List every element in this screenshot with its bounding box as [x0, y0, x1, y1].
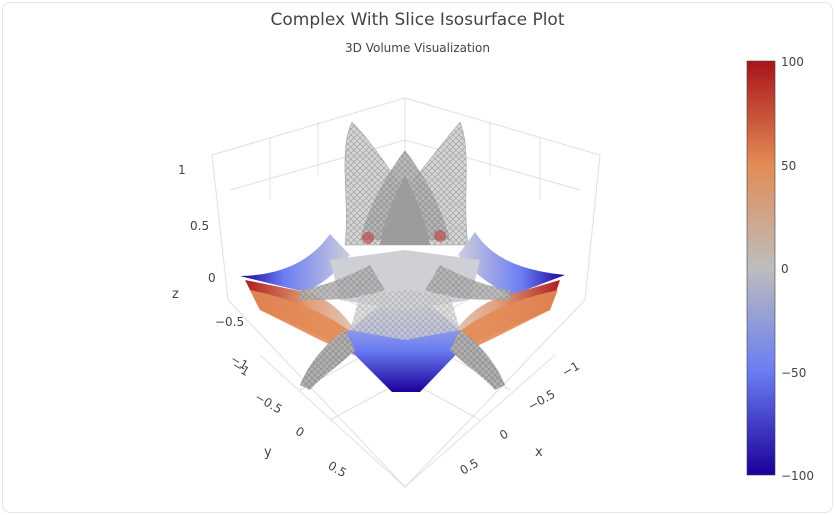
- x-tick: −0.5: [525, 387, 557, 414]
- colorbar: 100 50 0 −50 −100: [746, 55, 814, 483]
- x-tick: −1: [560, 359, 582, 380]
- z-axis-ticks: 1 0.5 0 −0.5 −1: [178, 163, 251, 373]
- x-tick: 0.5: [457, 456, 481, 478]
- y-tick: −0.5: [252, 390, 284, 417]
- colorbar-tick: −50: [781, 366, 806, 380]
- colorbar-tick: −100: [781, 469, 814, 483]
- colorbar-gradient: [746, 60, 776, 476]
- colorbar-tick: 50: [781, 159, 796, 173]
- x-axis-label: x: [535, 445, 543, 460]
- z-axis-label: z: [172, 287, 179, 302]
- chart-title: Complex With Slice Isosurface Plot: [270, 10, 565, 30]
- colorbar-tick: 0: [781, 262, 789, 276]
- z-tick: 1: [178, 163, 186, 177]
- z-tick: −0.5: [215, 315, 244, 329]
- y-tick: 0.5: [325, 458, 349, 480]
- z-tick: 0: [208, 271, 216, 285]
- y-tick: 0: [293, 424, 307, 440]
- colorbar-tick: 100: [781, 55, 804, 69]
- isosurface-front: [300, 265, 510, 390]
- isosurface-back: [344, 121, 469, 246]
- chart-subtitle: 3D Volume Visualization: [345, 41, 490, 55]
- x-tick: 0: [497, 427, 511, 443]
- z-tick: 0.5: [190, 219, 209, 233]
- y-axis-label: y: [264, 445, 272, 460]
